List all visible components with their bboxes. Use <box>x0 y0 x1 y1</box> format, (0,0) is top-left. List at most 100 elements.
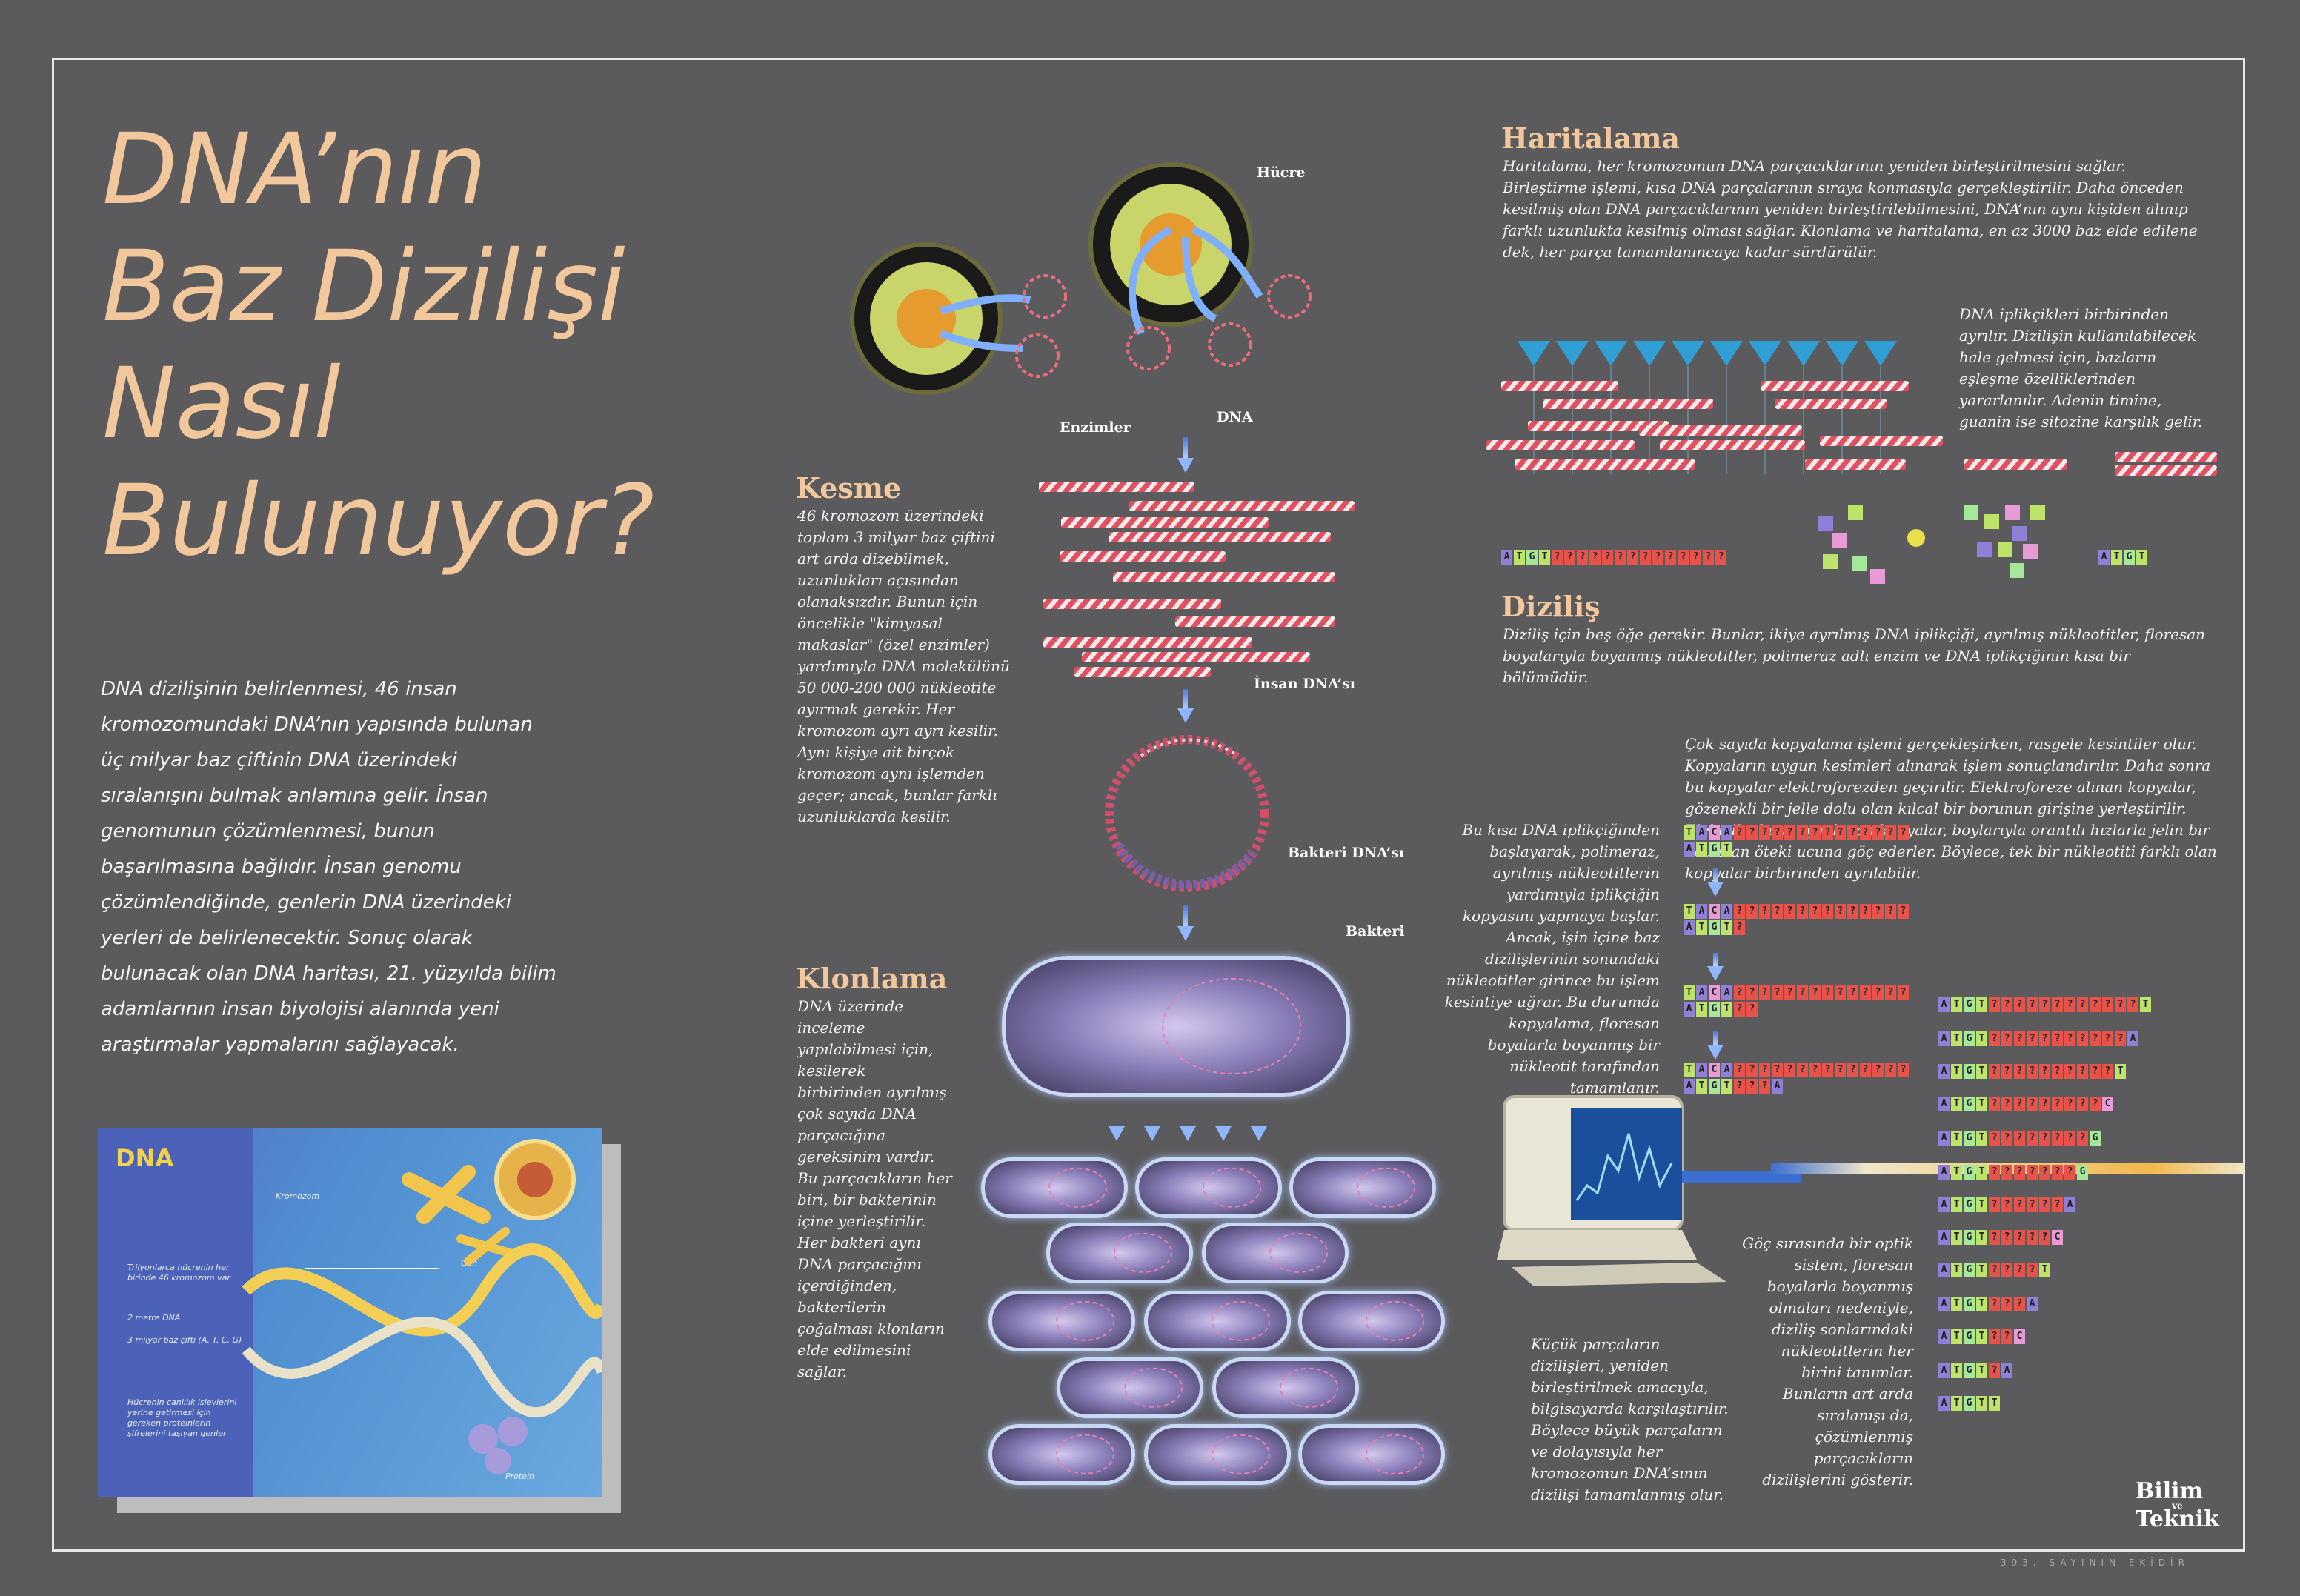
nucleotide-tile: G <box>1964 1031 1975 1046</box>
nucleotide-tile: T <box>1721 1002 1732 1017</box>
nucleotide-tile: ? <box>2027 1165 2038 1180</box>
nucleotide-tile: G <box>1964 1230 1975 1245</box>
logo-line-1: Bilim <box>2136 1478 2204 1504</box>
nucleotide-tile: T <box>1951 1230 1962 1245</box>
nucleotide-tile: ? <box>2052 1064 2063 1079</box>
nucleotide-tile: T <box>1951 1329 1962 1344</box>
ladder-row: A T G T??????? G <box>1938 1165 2088 1181</box>
bilim-teknik-logo: Bilim ve Teknik <box>2136 1478 2219 1531</box>
nucleotide-tile: T <box>1696 1002 1707 1017</box>
nucleotide-tile: ? <box>1809 1063 1821 1077</box>
bacterium-clone <box>1144 1424 1291 1485</box>
nucleotide-tile: ? <box>2090 1064 2101 1079</box>
mapping-fragment <box>1515 459 1695 470</box>
nucleotide-tile: ? <box>2027 1197 2038 1212</box>
nucleotide-tile: ? <box>2115 997 2126 1012</box>
nucleotide-tile: ? <box>2052 1097 2063 1111</box>
nucleotide-tile: ? <box>1602 550 1613 565</box>
arrow-stem <box>1183 905 1188 928</box>
inset-note-2: 2 metre DNA <box>127 1313 181 1323</box>
nucleotide-tile: ? <box>2102 1064 2113 1079</box>
nucleotide-tile: ? <box>1989 1131 2000 1146</box>
nucleotide-tile: ? <box>1822 1063 1833 1077</box>
arrow-stem <box>1713 953 1718 966</box>
nucleotide-tile: ? <box>2039 1064 2050 1079</box>
label-bakteri-dna: Bakteri DNA’sı <box>1288 845 1405 861</box>
nucleotide-tile: ? <box>1872 825 1884 840</box>
nucleotide-tile: ? <box>2090 1097 2101 1111</box>
ladder-row: A T G T??????????? A <box>1938 1031 2138 1048</box>
nucleotide-tile: ? <box>2001 1230 2012 1245</box>
arrow-down-icon <box>1180 1126 1196 1141</box>
nucleotide-tile: ? <box>1885 1063 1896 1077</box>
nucleotide-tile: G <box>2124 550 2135 565</box>
nucleotide-tile: ? <box>1809 825 1821 840</box>
mapping-fragment <box>1805 459 1906 470</box>
dna-fragment <box>1109 532 1331 542</box>
plasmid-ring <box>1105 735 1269 892</box>
haritalama-text: Haritalama, her kromozomun DNA parçacıkl… <box>1503 157 2198 261</box>
nucleotide-tile: G <box>1709 1002 1720 1017</box>
nucleotide-tile: T <box>1721 1079 1732 1094</box>
nucleotide-tile: G <box>1709 920 1720 935</box>
nucleotide-tile: A <box>1938 1230 1950 1245</box>
nucleotide-tile: C <box>2102 1097 2113 1111</box>
nucleotide-tile: ? <box>1772 825 1783 840</box>
bacterium-clone <box>981 1157 1128 1218</box>
nucleotide-tile: ? <box>1989 1230 2000 1245</box>
nucleotide-tile: ? <box>2064 1031 2075 1046</box>
nucleotide-tile: G <box>2077 1165 2088 1180</box>
nucleotide-tile: ? <box>2027 1131 2038 1146</box>
nucleotide-tile: T <box>1976 1097 1987 1111</box>
nucleotide-tile: ? <box>1989 1363 2000 1378</box>
arrow-down-icon <box>1215 1126 1232 1141</box>
nucleotide-tile: ? <box>1989 1097 2000 1111</box>
dna-fragment <box>1060 551 1226 562</box>
nucleotide-tile: T <box>1951 1131 1962 1146</box>
nucleotide-tile: ? <box>2039 1230 2050 1245</box>
separated-strand <box>1964 459 2067 470</box>
nucleotide-tile: ? <box>2064 1097 2075 1111</box>
nucleotide-tile: ? <box>2077 1064 2088 1079</box>
sequence-row: T A C A?????????????? <box>1684 825 1909 842</box>
dna-fragment <box>1043 599 1221 609</box>
ladder-row: A T G T?? C <box>1938 1329 2025 1346</box>
nucleotide-tile: ? <box>2039 1131 2050 1146</box>
nucleotide-tile: ? <box>2001 1329 2012 1344</box>
arrow-down-icon <box>1177 926 1194 941</box>
inset-note-1: Trilyonlarca hücrenin her birinde 46 kro… <box>127 1263 230 1283</box>
nucleotide-tile: ? <box>1809 904 1821 919</box>
nucleotide-tile: ? <box>1860 904 1871 919</box>
nucleotide-tile: ? <box>1989 1165 2000 1180</box>
dna-fragment <box>1061 517 1269 528</box>
bacterium-large <box>1002 956 1350 1097</box>
nucleotide-tile: G <box>1964 1297 1975 1311</box>
nucleotide-tile: A <box>1696 1063 1707 1077</box>
nucleotide-tile: ? <box>2077 997 2088 1012</box>
bacterium-clone <box>1144 1291 1291 1351</box>
nucleotide-tile: ? <box>1872 985 1884 1000</box>
nucleotide-tile: A <box>1938 1197 1950 1212</box>
nucleotide-tile: ? <box>1690 550 1701 565</box>
nucleotide-tile: ? <box>1784 904 1795 919</box>
nucleotide-tile: A <box>1696 985 1707 1000</box>
nucleotide-tile: G <box>1964 1197 1975 1212</box>
iplikcik-text: DNA iplikçikleri birbirinden ayrılır. Di… <box>1959 305 2203 430</box>
nucleotide-tile: ? <box>2027 1230 2038 1245</box>
label-enzimler: Enzimler <box>1060 419 1131 436</box>
sequence-row: A T G T??? A <box>1684 1079 1783 1095</box>
bacterium-clone <box>1212 1357 1359 1418</box>
title-line-1: DNA’nın <box>102 113 488 227</box>
mapping-fragment <box>1501 381 1618 391</box>
nucleotide-tile: T <box>1976 1197 1987 1212</box>
footer-note: 393. SAYININ EKİDİR <box>2001 1557 2190 1568</box>
nucleotide-tile: ? <box>2014 1131 2025 1146</box>
arrow-stem <box>1713 1031 1718 1045</box>
dizilis-text: Diziliş için beş öğe gerekir. Bunlar, ik… <box>1503 625 2206 686</box>
nucleotide-tile: A <box>1501 550 1512 565</box>
nucleotide-tile: A <box>1938 1165 1950 1180</box>
nucleotide-tile: T <box>2039 1263 2050 1277</box>
nucleotide-tile: ? <box>1772 904 1783 919</box>
dizilis-heading: Diziliş <box>1501 590 1601 623</box>
nucleotide-tile: ? <box>2001 1097 2012 1111</box>
